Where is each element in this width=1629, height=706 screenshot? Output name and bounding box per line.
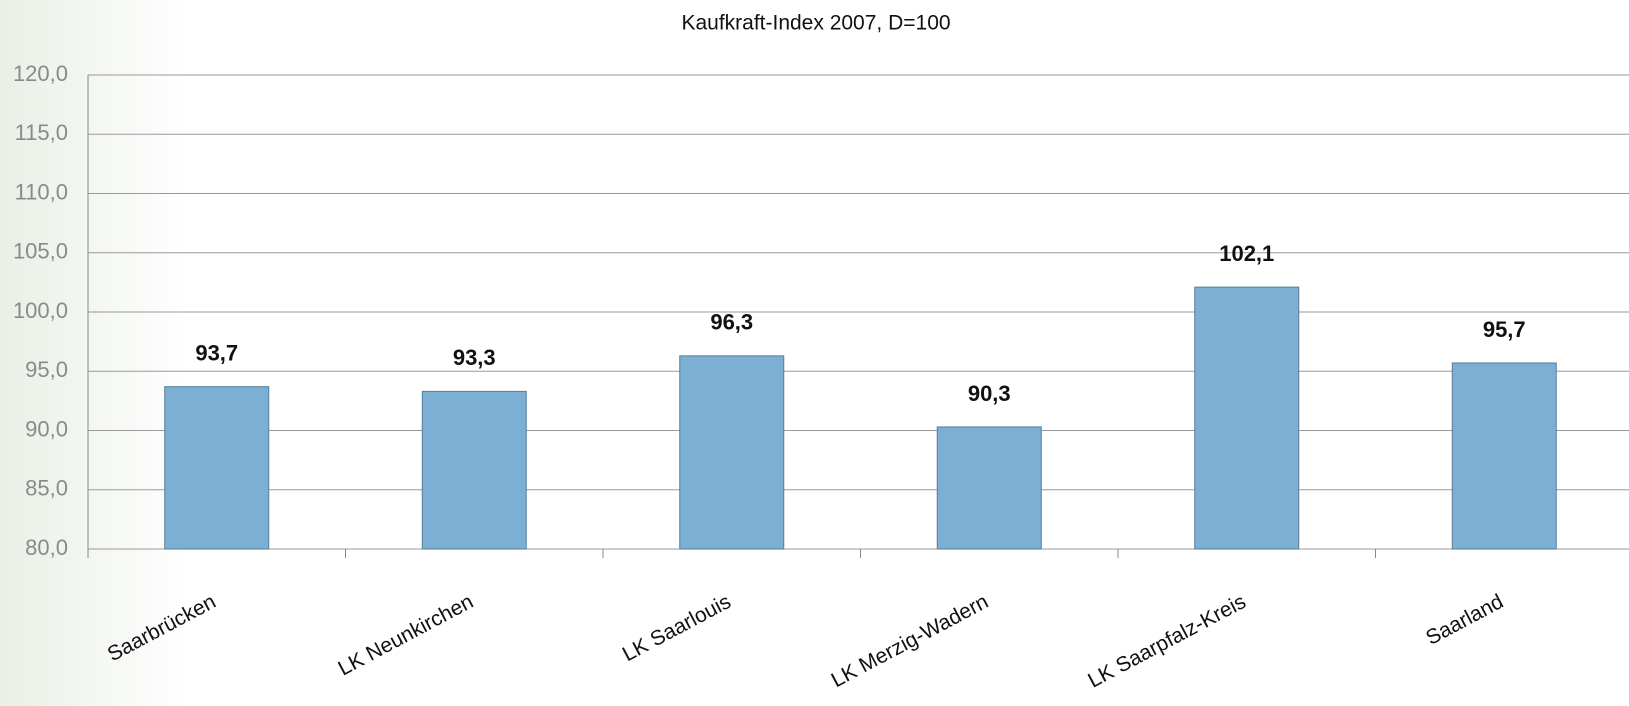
value-label: 90,3 — [968, 381, 1011, 406]
bar — [1194, 286, 1300, 550]
y-tick-label: 120,0 — [13, 61, 68, 86]
bar — [936, 426, 1042, 550]
bar — [1451, 362, 1557, 550]
y-tick-label: 85,0 — [25, 476, 68, 501]
value-label: 96,3 — [710, 310, 753, 335]
x-tick-label: LK Saarlouis — [619, 590, 735, 666]
bar — [679, 355, 785, 550]
x-tick-label: LK Saarpfalz-Kreis — [1084, 590, 1249, 693]
x-tick-label: LK Merzig-Wadern — [828, 590, 993, 692]
y-tick-label: 115,0 — [15, 120, 68, 145]
value-label: 95,7 — [1483, 317, 1526, 342]
y-tick-label: 80,0 — [25, 535, 68, 560]
value-label: 93,3 — [453, 345, 496, 370]
y-tick-label: 105,0 — [13, 239, 68, 264]
x-tick-label: LK Neunkirchen — [334, 590, 477, 680]
background-band — [0, 0, 190, 706]
y-tick-label: 110,0 — [15, 179, 68, 204]
value-label: 102,1 — [1219, 241, 1274, 266]
value-label: 93,7 — [195, 340, 238, 365]
bar — [164, 386, 270, 550]
y-tick-label: 95,0 — [25, 357, 68, 382]
bar — [421, 390, 527, 550]
chart-title: Kaufkraft-Index 2007, D=100 — [681, 12, 950, 35]
x-tick-label: Saarland — [1422, 590, 1507, 650]
y-tick-label: 100,0 — [13, 298, 68, 323]
y-tick-label: 90,0 — [25, 416, 68, 441]
